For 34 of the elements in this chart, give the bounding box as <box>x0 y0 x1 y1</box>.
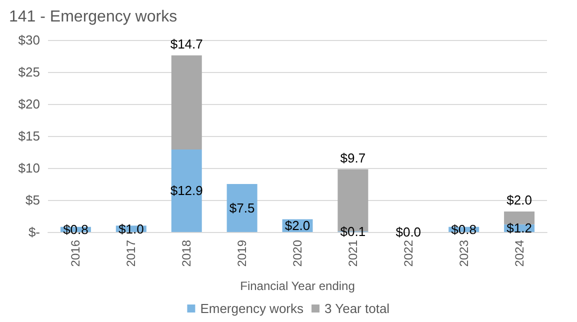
data-label: $0.8 <box>451 222 476 237</box>
x-axis-title: Financial Year ending <box>240 279 355 293</box>
x-tick-label: 2022 <box>401 240 416 267</box>
data-label: $0.0 <box>396 224 422 240</box>
y-tick-label: $- <box>28 224 40 240</box>
legend-label: 3 Year total <box>324 301 390 316</box>
y-tick-label: $20 <box>18 96 40 112</box>
chart-title: 141 - Emergency works <box>9 8 178 26</box>
bar <box>226 184 258 232</box>
x-tick-label: 2019 <box>235 240 250 267</box>
data-label: $1.0 <box>118 221 144 236</box>
data-label: $2.0 <box>284 218 310 234</box>
y-tick-label: $25 <box>18 64 40 80</box>
x-tick-label: 2018 <box>180 240 194 267</box>
x-tick-label: 2017 <box>124 240 138 267</box>
x-tick-label: 2016 <box>68 240 83 267</box>
y-tick-label: $15 <box>18 128 40 144</box>
y-tick-label: $5 <box>26 192 40 208</box>
y-tick-label: $10 <box>18 160 40 176</box>
y-tick-label: $30 <box>18 32 40 48</box>
data-label: $1.2 <box>506 220 532 236</box>
x-tick-label: 2023 <box>456 240 471 267</box>
x-tick-label: 2021 <box>346 240 360 267</box>
x-tick-label: 2024 <box>512 240 526 267</box>
data-label: $7.5 <box>229 200 255 216</box>
data-label: $14.7 <box>170 36 203 52</box>
bar <box>504 212 535 224</box>
legend-label: Emergency works <box>200 301 304 316</box>
x-tick-label: 2020 <box>290 240 304 267</box>
bar <box>171 55 202 150</box>
data-label: $2.0 <box>506 192 532 208</box>
data-label: $0.8 <box>63 222 88 237</box>
data-label: $9.7 <box>340 150 366 166</box>
data-label: $0.1 <box>340 224 366 240</box>
